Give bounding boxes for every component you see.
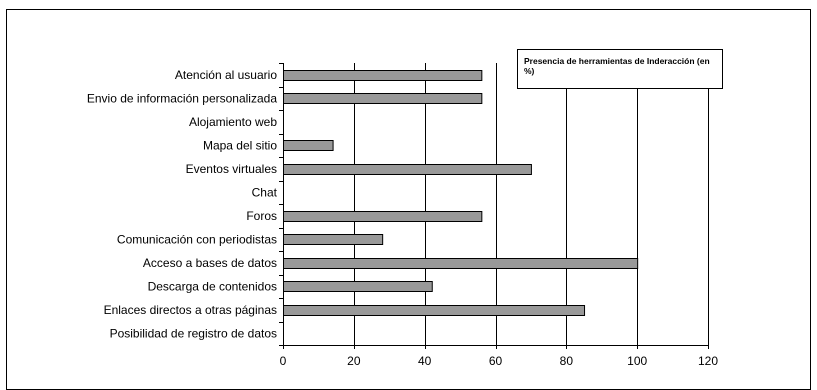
- bar: [283, 140, 334, 151]
- category-label: Atención al usuario: [175, 68, 277, 82]
- bar: [283, 281, 433, 292]
- chart-title: Presencia de herramientas de Inderacción…: [524, 56, 710, 76]
- x-tick-labels: 0 20 40 60 80 100 120: [280, 354, 719, 368]
- bar: [283, 234, 384, 245]
- category-label: Posibilidad de registro de datos: [110, 326, 277, 340]
- category-label: Enlaces directos a otras páginas: [104, 303, 277, 317]
- category-label: Foros: [246, 209, 277, 223]
- x-tick-label: 60: [489, 354, 503, 368]
- category-label: Comunicación con periodistas: [117, 232, 277, 246]
- category-label: Envio de información personalizada: [87, 91, 277, 105]
- category-label: Eventos virtuales: [186, 162, 277, 176]
- category-label: Descarga de contenidos: [148, 279, 277, 293]
- bar: [283, 211, 483, 222]
- category-label: Mapa del sitio: [203, 138, 277, 152]
- bar: [283, 164, 532, 175]
- gridlines: [354, 63, 709, 345]
- x-tick-label: 120: [698, 354, 718, 368]
- bar: [283, 258, 639, 269]
- category-label: Acceso a bases de datos: [143, 256, 277, 270]
- chart-title-box: Presencia de herramientas de Inderacción…: [517, 49, 723, 89]
- x-tick-label: 40: [418, 354, 432, 368]
- x-tick-label: 0: [280, 354, 287, 368]
- x-tick-label: 20: [347, 354, 361, 368]
- x-tick-label: 100: [627, 354, 647, 368]
- category-labels: Atención al usuario Envio de información …: [87, 68, 278, 341]
- axes: [279, 63, 709, 349]
- category-label: Chat: [252, 185, 278, 199]
- bar: [283, 93, 483, 104]
- bar: [283, 305, 586, 316]
- category-label: Alojamiento web: [189, 115, 277, 129]
- bar: [283, 70, 483, 81]
- x-tick-label: 80: [560, 354, 574, 368]
